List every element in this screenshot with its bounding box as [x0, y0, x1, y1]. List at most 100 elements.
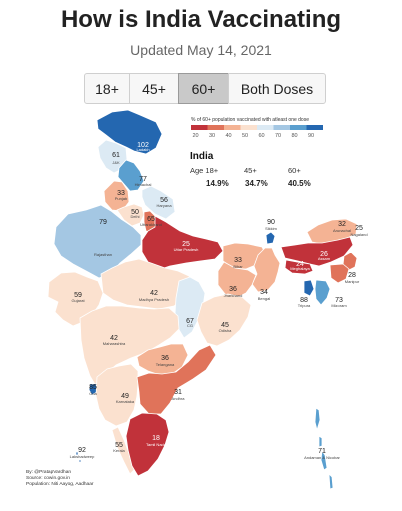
- tab-18-plus[interactable]: 18+: [84, 73, 130, 104]
- region-telangana[interactable]: [136, 343, 189, 376]
- legend-swatch: [207, 125, 224, 130]
- legend-tick: 80: [291, 133, 297, 139]
- region-name: Telangana: [156, 362, 175, 367]
- legend-tick: 90: [308, 133, 314, 139]
- region-bengal[interactable]: [251, 247, 281, 293]
- region-name: Delhi: [130, 214, 139, 219]
- region-uttarakhand[interactable]: [141, 185, 176, 220]
- region-name: CG: [187, 323, 193, 328]
- region-value: 25: [182, 241, 190, 248]
- age-filter-tabs: 18+ 45+ 60+ Both Doses: [84, 73, 326, 104]
- region-punjab[interactable]: [103, 180, 130, 212]
- india-summary: India Age 18+ 45+ 60+ 14.9% 34.7% 40.5%: [190, 151, 311, 188]
- region-value: 26: [320, 251, 328, 258]
- legend-tick: 60: [258, 133, 264, 139]
- region-name: Nagaland: [350, 232, 367, 237]
- region-himachal[interactable]: [117, 159, 145, 192]
- region-andaman[interactable]: [314, 407, 334, 490]
- summary-value-45: 34.7%: [245, 179, 268, 188]
- region-sikkim[interactable]: [265, 231, 276, 245]
- region-value: 25: [355, 225, 363, 232]
- page-title: How is India Vaccinating: [60, 6, 342, 33]
- region-name: Gujarat: [71, 298, 85, 303]
- credit-source: Source: cowin.gov.in: [26, 475, 70, 481]
- summary-title: India: [190, 151, 214, 162]
- region-value: 71: [318, 448, 326, 455]
- region-value: 34: [260, 289, 268, 296]
- region-value: 33: [234, 257, 242, 264]
- region-rajasthan[interactable]: [53, 204, 142, 279]
- summary-label-60: 60+: [288, 166, 301, 175]
- credit-author: By: @PratapVardhan: [26, 469, 71, 475]
- region-value: 42: [150, 290, 158, 297]
- region-assam[interactable]: [280, 236, 354, 267]
- tab-45-plus[interactable]: 45+: [129, 73, 179, 104]
- summary-label-45: 45+: [244, 166, 257, 175]
- legend-swatch: [191, 125, 208, 130]
- region-name: Arunachal: [333, 228, 351, 233]
- region-odisha[interactable]: [196, 293, 252, 347]
- region-karnataka[interactable]: [95, 363, 139, 427]
- region-value: 90: [267, 219, 275, 226]
- region-value: 18: [152, 435, 160, 442]
- region-cg[interactable]: [174, 276, 206, 339]
- region-jharkhand[interactable]: [217, 261, 257, 299]
- summary-value-60: 40.5%: [288, 179, 311, 188]
- legend-tick: 40: [225, 133, 231, 139]
- region-name: Karnataka: [116, 399, 135, 404]
- tab-both-doses[interactable]: Both Doses: [228, 73, 326, 104]
- region-value: 59: [74, 292, 82, 299]
- credits: By: @PratapVardhan Source: cowin.gov.in …: [26, 469, 94, 487]
- legend-swatch: [240, 125, 257, 130]
- region-name: Andhra: [172, 396, 186, 401]
- legend-tick: 70: [275, 133, 281, 139]
- credit-population: Population: Niti Aayog, Aadhaar: [26, 481, 94, 487]
- region-name: Meghalaya: [290, 266, 310, 271]
- region-mizoram[interactable]: [314, 279, 331, 306]
- region-name: J&K: [112, 160, 120, 165]
- region-tripura[interactable]: [303, 279, 315, 297]
- region-up[interactable]: [141, 215, 224, 271]
- region-name: Madhya Pradesh: [139, 297, 169, 302]
- region-tn[interactable]: [125, 412, 170, 477]
- region-value: 31: [174, 389, 182, 396]
- region-value: 45: [221, 322, 229, 329]
- legend-swatch: [273, 125, 290, 130]
- region-goa[interactable]: [88, 383, 98, 396]
- region-value: 42: [110, 335, 118, 342]
- region-name: Haryana: [156, 203, 172, 208]
- region-value: 88: [300, 297, 308, 304]
- region-value: 85: [89, 384, 97, 391]
- region-name: Manipur: [345, 279, 360, 284]
- region-name: Lakshadweep: [70, 454, 95, 459]
- region-name: Mizoram: [331, 303, 347, 308]
- region-name: Himachal: [135, 182, 152, 187]
- legend-swatch: [290, 125, 307, 130]
- region-value: 36: [161, 355, 169, 362]
- legend-tick: 50: [242, 133, 248, 139]
- region-value: 33: [117, 190, 125, 197]
- updated-date: Updated May 14, 2021: [130, 42, 272, 58]
- region-value: 50: [131, 209, 139, 216]
- region-name: Assam: [318, 256, 331, 261]
- legend-title: % of 60+ population vaccinated with atle…: [191, 117, 309, 123]
- region-value: 36: [229, 286, 237, 293]
- region-lakshadweep[interactable]: [75, 451, 82, 463]
- region-meghalaya[interactable]: [284, 259, 314, 275]
- region-value: 61: [112, 152, 120, 159]
- region-name: Goa: [89, 391, 97, 396]
- region-name: Bihar: [233, 264, 243, 269]
- region-name: Odisha: [219, 328, 232, 333]
- region-andhra[interactable]: [136, 344, 217, 415]
- region-manipur[interactable]: [329, 263, 350, 284]
- legend-swatch: [257, 125, 274, 130]
- region-value: 77: [139, 176, 147, 183]
- region-value: 49: [121, 393, 129, 400]
- region-name: Punjab: [115, 196, 128, 201]
- region-name: Sikkim: [265, 226, 277, 231]
- region-ladakh[interactable]: [96, 109, 163, 155]
- region-value: 67: [186, 318, 194, 325]
- region-name: Uttar Pradesh: [174, 247, 199, 252]
- region-maharashtra[interactable]: [79, 305, 180, 387]
